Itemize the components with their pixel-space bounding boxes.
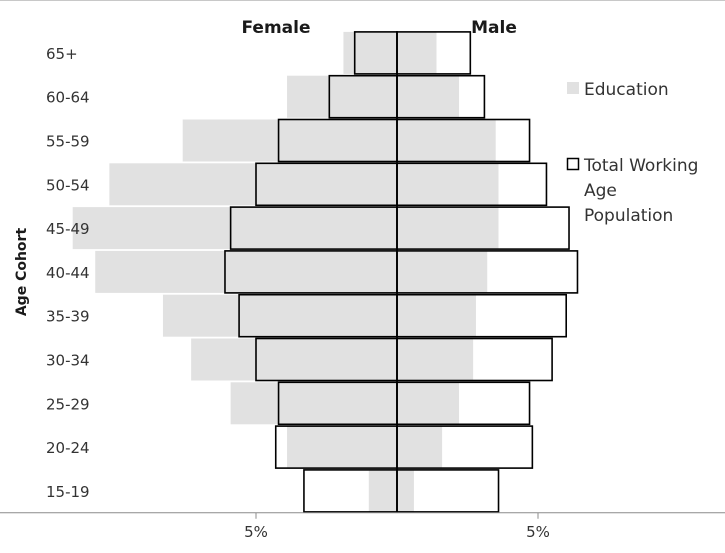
y-tick-label-20-24: 20-24 [46, 439, 90, 457]
female-header: Female [242, 18, 311, 38]
male-header: Male [471, 18, 517, 38]
legend-label-total-line1: Total Working [583, 156, 698, 176]
education-bar-male-45-49 [397, 207, 499, 250]
education-bars [72, 31, 499, 512]
education-bar-male-30-34 [397, 338, 474, 381]
education-bar-female-15-19 [368, 469, 397, 512]
y-tick-label-35-39: 35-39 [46, 308, 90, 326]
education-bar-male-20-24 [397, 426, 443, 469]
education-bar-female-60-64 [287, 75, 397, 118]
y-tick-label-55-59: 55-59 [46, 133, 90, 151]
legend-swatch-total [566, 157, 580, 171]
education-bar-male-50-54 [397, 163, 499, 206]
y-axis-title: Age Cohort [14, 228, 30, 317]
education-bar-female-65+ [343, 31, 397, 74]
education-bar-female-20-24 [287, 426, 397, 469]
education-bar-male-40-44 [397, 250, 488, 293]
y-tick-label-15-19: 15-19 [46, 483, 90, 501]
education-bar-female-25-29 [230, 382, 397, 425]
top-border-line [0, 0, 725, 1]
y-tick-label-50-54: 50-54 [46, 176, 90, 194]
y-tick-label-45-49: 45-49 [46, 220, 90, 238]
legend: Education Total Working Age Population [566, 80, 698, 226]
y-tick-label-25-29: 25-29 [46, 395, 90, 413]
y-tick-label-30-34: 30-34 [46, 352, 90, 370]
x-tick-label: 5% [526, 523, 550, 541]
education-bar-female-35-39 [162, 294, 397, 337]
education-bar-male-25-29 [397, 382, 460, 425]
x-ticks: 15%5%5%15% [244, 512, 550, 541]
legend-swatch-education [567, 82, 579, 94]
legend-label-total-line2: Age [584, 181, 617, 201]
education-bar-female-30-34 [191, 338, 397, 381]
y-tick-label-40-44: 40-44 [46, 264, 90, 282]
y-tick-label-65+: 65+ [46, 45, 78, 63]
education-bar-female-40-44 [95, 250, 397, 293]
legend-label-total-line3: Population [584, 206, 673, 226]
education-bar-male-15-19 [397, 469, 414, 512]
x-tick-label: 5% [244, 523, 268, 541]
education-bar-male-55-59 [397, 119, 496, 162]
education-bar-female-55-59 [182, 119, 397, 162]
legend-label-education: Education [584, 80, 669, 100]
education-bar-male-65+ [397, 31, 437, 74]
education-bar-male-35-39 [397, 294, 476, 337]
education-bar-male-60-64 [397, 75, 460, 118]
education-bar-female-45-49 [72, 207, 397, 250]
education-bar-female-50-54 [109, 163, 398, 206]
y-tick-labels: 15-19 20-24 25-29 30-34 35-39 40-44 45-49 50-54… [46, 45, 90, 501]
y-tick-label-60-64: 60-64 [46, 89, 90, 107]
